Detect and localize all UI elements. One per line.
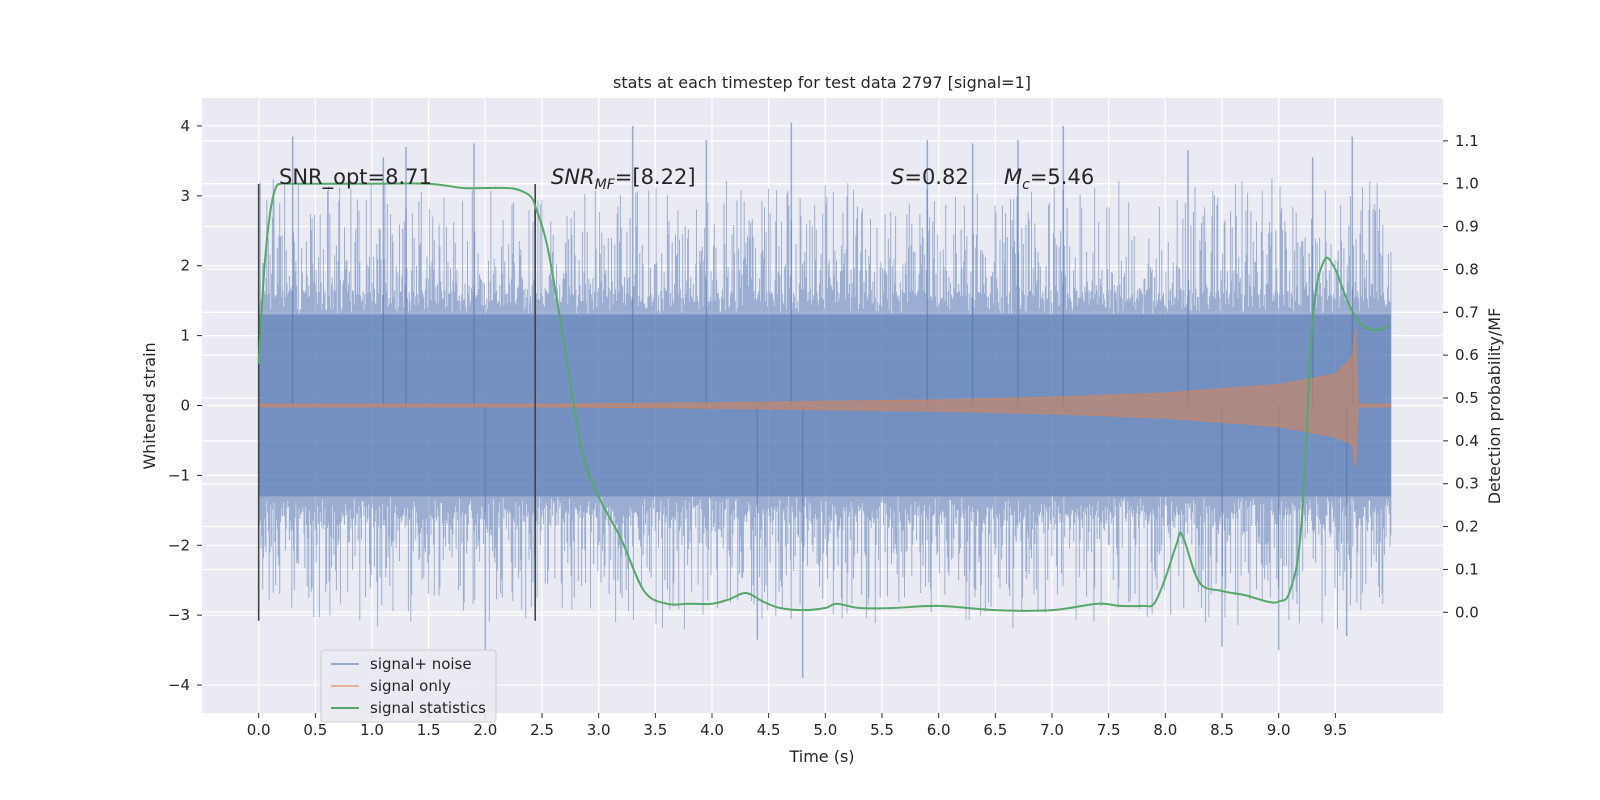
x-axis-label: Time (s) (788, 747, 854, 766)
y-tick-label-7: 3 (180, 187, 190, 205)
y-right-tick-labels: 0.0 0.1 0.2 0.3 0.4 0.5 0.6 0.7 0.8 0.9 1.0 1.1 (1443, 132, 1479, 621)
x-tick-label-9: 4.5 (757, 721, 781, 739)
x-tick-label-13: 6.5 (983, 721, 1007, 739)
x-tick-label-19: 9.5 (1323, 721, 1347, 739)
y-tick-label-2: −2 (168, 536, 190, 554)
x-tick-label-14: 7.0 (1040, 721, 1064, 739)
y-right-tick-label-11: 1.1 (1455, 132, 1479, 150)
legend-label-signal: signal only (370, 677, 451, 695)
y-axis-label: Whitened strain (140, 342, 159, 469)
signal-only-envelope (258, 328, 1392, 468)
y-right-axis-label: Detection probability/MF (1485, 308, 1504, 505)
y-tick-label-0: −4 (168, 676, 190, 694)
y-tick-label-3: −1 (168, 466, 190, 484)
annotation-s: S=0.82 (891, 165, 969, 189)
x-tick-label-5: 2.5 (530, 721, 554, 739)
x-tick-label-15: 7.5 (1097, 721, 1121, 739)
annotation-mc: Mc=5.46 (1004, 165, 1094, 193)
x-tick-label-4: 2.0 (473, 721, 497, 739)
x-tick-label-7: 3.5 (643, 721, 667, 739)
x-tick-labels: 0.0 0.5 1.0 1.5 2.0 2.5 3.0 3.5 4.0 4.5 5.0 5.5 6.0 6… (247, 713, 1347, 739)
x-tick-label-16: 8.0 (1153, 721, 1177, 739)
y-tick-label-8: 4 (180, 117, 190, 135)
snr-mf-symbol: SNR (551, 165, 595, 189)
statistics-series (257, 182, 1390, 612)
y-tick-labels: −4 −3 −2 −1 0 1 2 3 4 (168, 117, 202, 694)
annotation-snr-opt: SNR_opt=8.71 (279, 165, 432, 190)
y-right-tick-label-2: 0.2 (1455, 518, 1479, 536)
x-tick-label-17: 8.5 (1210, 721, 1234, 739)
snr-mf-subscript: MF (595, 177, 616, 193)
y-tick-label-1: −3 (168, 606, 190, 624)
x-tick-label-18: 9.0 (1267, 721, 1291, 739)
s-value: =0.82 (904, 165, 968, 189)
mc-value: =5.46 (1030, 165, 1094, 189)
y-tick-label-6: 2 (180, 257, 190, 275)
annotation-snr-mf: SNRMF=[8.22] (551, 165, 696, 193)
snr-mf-value: =[8.22] (615, 165, 696, 189)
y-tick-label-4: 0 (180, 397, 190, 415)
y-right-tick-label-8: 0.8 (1455, 260, 1479, 278)
s-symbol: S (891, 165, 904, 189)
y-right-tick-label-5: 0.5 (1455, 389, 1479, 407)
x-tick-label-2: 1.0 (360, 721, 384, 739)
mc-symbol: M (1004, 165, 1022, 189)
y-right-tick-label-10: 1.0 (1455, 175, 1479, 193)
x-tick-label-1: 0.5 (303, 721, 327, 739)
y-tick-label-5: 1 (180, 327, 190, 345)
x-tick-label-11: 5.5 (870, 721, 894, 739)
chart-title: stats at each timestep for test data 279… (613, 73, 1031, 92)
mc-subscript: c (1022, 177, 1030, 193)
statistics-line (257, 182, 1390, 612)
x-tick-label-10: 5.0 (813, 721, 837, 739)
y-right-tick-label-1: 0.1 (1455, 560, 1479, 578)
x-tick-label-8: 4.0 (700, 721, 724, 739)
signal-series (258, 328, 1392, 468)
x-tick-label-3: 1.5 (417, 721, 441, 739)
vertical-markers (257, 183, 537, 621)
x-tick-label-0: 0.0 (247, 721, 271, 739)
x-tick-label-12: 6.0 (927, 721, 951, 739)
legend-label-statistics: signal statistics (370, 699, 486, 717)
y-right-tick-label-3: 0.3 (1455, 475, 1479, 493)
y-right-tick-label-9: 0.9 (1455, 218, 1479, 236)
y-right-tick-label-4: 0.4 (1455, 432, 1479, 450)
legend: signal+ noise signal only signal statist… (320, 649, 497, 723)
y-right-tick-label-6: 0.6 (1455, 346, 1479, 364)
y-right-tick-label-0: 0.0 (1455, 603, 1479, 621)
legend-box (320, 649, 497, 723)
legend-label-noise: signal+ noise (370, 655, 472, 673)
x-tick-label-6: 3.0 (587, 721, 611, 739)
y-right-tick-label-7: 0.7 (1455, 303, 1479, 321)
